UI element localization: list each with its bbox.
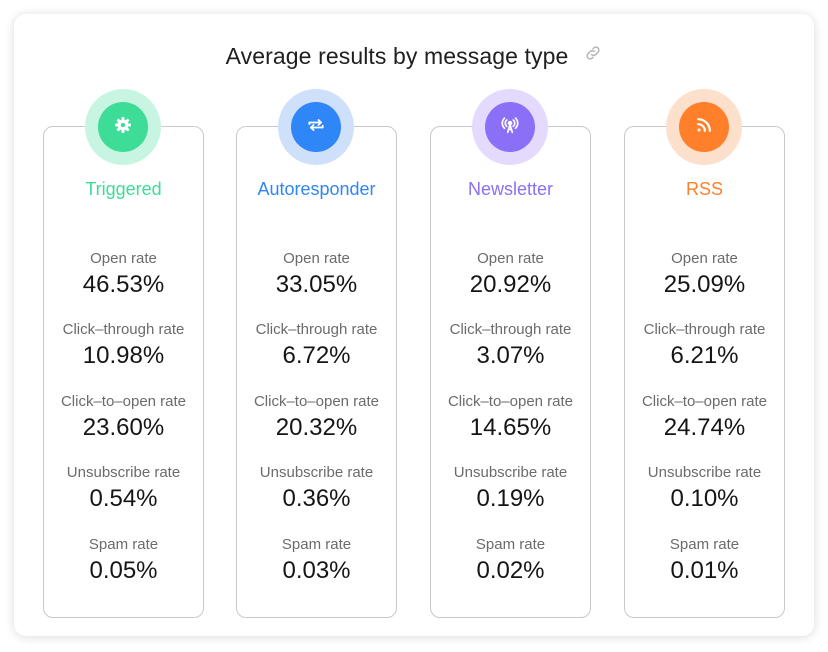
metric-value: 14.65% xyxy=(469,414,552,441)
card-newsletter: Newsletter Open rate 20.92% Click–throug… xyxy=(430,126,591,618)
metric-value: 20.32% xyxy=(275,414,358,441)
metric-value: 0.05% xyxy=(89,557,158,584)
metric-label: Click–to–open rate xyxy=(447,393,574,410)
metric-value: 0.19% xyxy=(476,485,545,512)
results-panel: Average results by message type Triggere… xyxy=(14,14,814,636)
metric-value: 0.02% xyxy=(476,557,545,584)
metric-spam-rate: Spam rate 0.03% xyxy=(237,535,396,587)
metric-value: 24.74% xyxy=(663,414,746,441)
card-title-newsletter: Newsletter xyxy=(467,179,554,199)
metric-open-rate: Open rate 25.09% xyxy=(625,249,784,301)
metric-label: Unsubscribe rate xyxy=(453,464,568,481)
metric-label: Unsubscribe rate xyxy=(259,464,374,481)
metric-value: 0.03% xyxy=(282,557,351,584)
metric-open-rate: Open rate 33.05% xyxy=(237,249,396,301)
metric-unsubscribe-rate: Unsubscribe rate 0.54% xyxy=(44,463,203,515)
metric-value: 0.10% xyxy=(670,485,739,512)
broadcast-icon xyxy=(499,114,521,141)
metric-value: 0.54% xyxy=(89,485,158,512)
metric-label: Click–to–open rate xyxy=(641,393,768,410)
panel-header: Average results by message type xyxy=(14,40,814,72)
metric-value: 46.53% xyxy=(82,271,165,298)
metric-value: 0.36% xyxy=(282,485,351,512)
metric-value: 10.98% xyxy=(82,342,165,369)
metric-label: Click–to–open rate xyxy=(253,393,380,410)
metric-value: 23.60% xyxy=(82,414,165,441)
metric-click-through-rate: Click–through rate 3.07% xyxy=(431,320,590,372)
metric-label: Click–through rate xyxy=(255,321,378,338)
metric-label: Open rate xyxy=(477,250,544,267)
card-triggered: Triggered Open rate 46.53% Click–through… xyxy=(43,126,204,618)
metric-value: 6.72% xyxy=(282,342,351,369)
metric-label: Click–through rate xyxy=(449,321,572,338)
card-autoresponder: Autoresponder Open rate 33.05% Click–thr… xyxy=(236,126,397,618)
metric-label: Open rate xyxy=(283,250,350,267)
metric-click-to-open-rate: Click–to–open rate 20.32% xyxy=(237,392,396,444)
metric-click-to-open-rate: Click–to–open rate 24.74% xyxy=(625,392,784,444)
link-icon[interactable] xyxy=(584,44,602,62)
metric-label: Click–to–open rate xyxy=(60,393,187,410)
metric-unsubscribe-rate: Unsubscribe rate 0.19% xyxy=(431,463,590,515)
metric-label: Open rate xyxy=(90,250,157,267)
metric-value: 20.92% xyxy=(469,271,552,298)
card-rss: RSS Open rate 25.09% Click–through rate … xyxy=(624,126,785,618)
metric-unsubscribe-rate: Unsubscribe rate 0.36% xyxy=(237,463,396,515)
metric-label: Unsubscribe rate xyxy=(647,464,762,481)
metric-value: 3.07% xyxy=(476,342,545,369)
metric-open-rate: Open rate 20.92% xyxy=(431,249,590,301)
newsletter-badge xyxy=(472,89,548,165)
metric-label: Spam rate xyxy=(669,536,740,553)
metric-label: Spam rate xyxy=(281,536,352,553)
page-title: Average results by message type xyxy=(225,42,569,69)
metric-label: Spam rate xyxy=(475,536,546,553)
metric-value: 6.21% xyxy=(670,342,739,369)
metric-spam-rate: Spam rate 0.01% xyxy=(625,535,784,587)
metric-click-to-open-rate: Click–to–open rate 14.65% xyxy=(431,392,590,444)
triggered-badge xyxy=(85,89,161,165)
metric-label: Open rate xyxy=(671,250,738,267)
metric-label: Spam rate xyxy=(88,536,159,553)
metric-value: 25.09% xyxy=(663,271,746,298)
repeat-icon xyxy=(306,115,326,140)
metric-label: Click–through rate xyxy=(643,321,766,338)
autoresponder-badge xyxy=(278,89,354,165)
metric-click-through-rate: Click–through rate 6.72% xyxy=(237,320,396,372)
metric-click-through-rate: Click–through rate 10.98% xyxy=(44,320,203,372)
metric-click-to-open-rate: Click–to–open rate 23.60% xyxy=(44,392,203,444)
card-title-rss: RSS xyxy=(685,179,723,199)
metric-click-through-rate: Click–through rate 6.21% xyxy=(625,320,784,372)
metric-spam-rate: Spam rate 0.05% xyxy=(44,535,203,587)
metric-label: Unsubscribe rate xyxy=(66,464,181,481)
card-title-autoresponder: Autoresponder xyxy=(257,179,376,199)
metric-spam-rate: Spam rate 0.02% xyxy=(431,535,590,587)
metric-unsubscribe-rate: Unsubscribe rate 0.10% xyxy=(625,463,784,515)
metric-value: 0.01% xyxy=(670,557,739,584)
metric-value: 33.05% xyxy=(275,271,358,298)
metric-label: Click–through rate xyxy=(62,321,185,338)
gear-icon xyxy=(113,115,133,140)
rss-badge xyxy=(666,89,742,165)
card-title-triggered: Triggered xyxy=(85,179,162,199)
metric-open-rate: Open rate 46.53% xyxy=(44,249,203,301)
rss-icon xyxy=(694,115,714,140)
